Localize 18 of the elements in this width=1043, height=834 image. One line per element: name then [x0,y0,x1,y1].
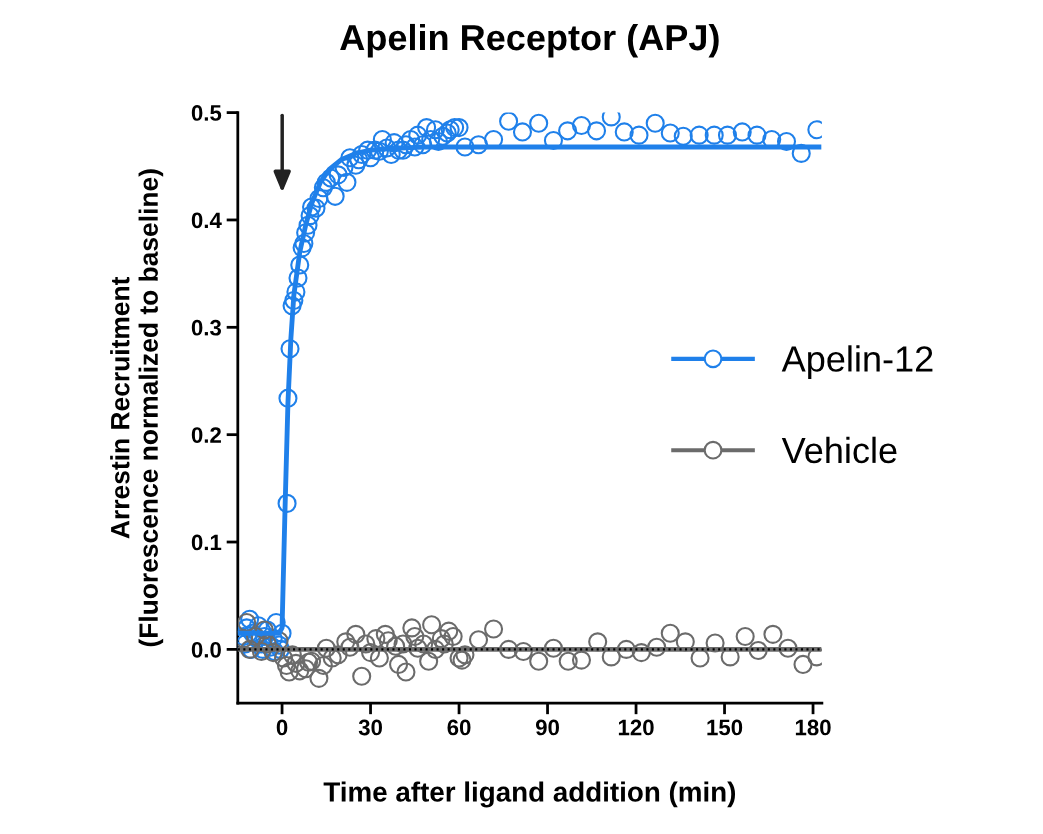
x-tick-label: 90 [535,719,559,736]
y-tick-label: 0.1 [191,534,222,551]
y-tick-label: 0.0 [191,641,221,658]
y-tick-label: 0.5 [191,105,222,121]
x-tick-label: 180 [795,719,831,736]
x-axis-title: Time after ligand addition (min) [323,781,736,808]
y-tick-label: 0.2 [191,427,221,443]
legend-label: Vehicle [781,436,897,464]
y-tick-label: 0.3 [191,319,222,336]
y-axis-title: Arrestin Recruitment (Fluorescence normalized to baseline) [110,169,164,647]
x-tick-label: 30 [358,719,382,736]
x-tick-label: 0 [276,719,288,736]
x-tick-label: 60 [447,719,471,736]
x-tick-label: 150 [707,719,743,736]
chart-title: Apelin Receptor (APJ) [340,23,719,58]
x-tick-label: 120 [618,719,654,736]
legend-label: Apelin-12 [781,345,933,379]
y-tick-label: 0.4 [191,212,222,229]
